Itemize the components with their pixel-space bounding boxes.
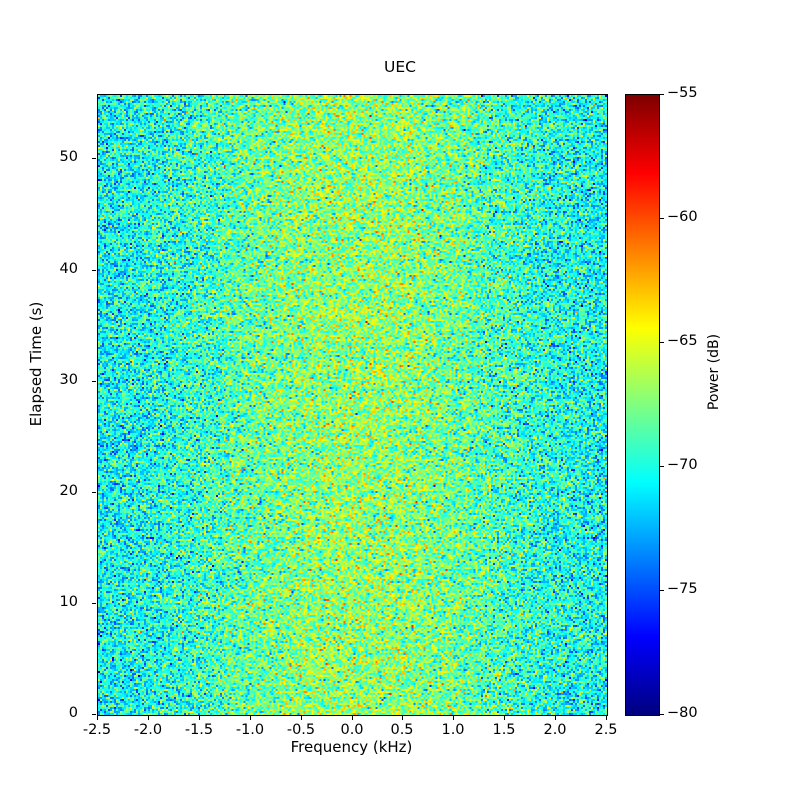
colorbar-tick-label: −55: [667, 85, 698, 101]
colorbar-tick: [660, 714, 664, 715]
x-tick-label: 0.0: [340, 722, 364, 738]
y-tick-label: 0: [68, 705, 78, 721]
y-axis-label: Elapsed Time (s): [27, 301, 45, 427]
colorbar-tick: [660, 466, 664, 467]
x-axis-label: Frequency (kHz): [290, 738, 413, 756]
spectrogram-image: [98, 95, 607, 715]
colorbar-tick: [660, 218, 664, 219]
y-tick-label: 10: [59, 594, 78, 610]
x-tick: [301, 716, 302, 720]
colorbar-gradient: [626, 95, 659, 715]
x-tick: [97, 716, 98, 720]
x-tick-label: -2.5: [82, 722, 112, 738]
x-tick: [606, 716, 607, 720]
colorbar-tick: [660, 94, 664, 95]
x-tick-label: 1.0: [441, 722, 465, 738]
y-tick-label: 30: [59, 372, 78, 388]
y-tick: [92, 492, 96, 493]
colorbar-tick-label: −75: [667, 581, 698, 597]
x-tick: [352, 716, 353, 720]
x-tick: [504, 716, 505, 720]
x-tick-label: -1.0: [235, 722, 265, 738]
y-tick: [92, 270, 96, 271]
x-tick-label: 0.5: [390, 722, 414, 738]
x-tick-label: -1.5: [184, 722, 214, 738]
x-tick: [199, 716, 200, 720]
y-tick: [92, 603, 96, 604]
y-tick-label: 40: [59, 261, 78, 277]
y-tick: [92, 714, 96, 715]
x-tick-label: 2.0: [543, 722, 567, 738]
x-tick: [453, 716, 454, 720]
y-tick-label: 50: [59, 149, 78, 165]
x-tick-label: 2.5: [594, 722, 618, 738]
x-tick-label: -2.0: [133, 722, 163, 738]
x-tick-label: -0.5: [286, 722, 316, 738]
y-tick: [92, 158, 96, 159]
x-tick-label: 1.5: [492, 722, 516, 738]
x-tick: [148, 716, 149, 720]
colorbar-tick-label: −60: [667, 209, 698, 225]
colorbar-tick-label: −80: [667, 705, 698, 721]
x-tick: [555, 716, 556, 720]
colorbar-tick-label: −65: [667, 333, 698, 349]
y-tick-label: 20: [59, 483, 78, 499]
colorbar-tick: [660, 342, 664, 343]
colorbar: [625, 94, 660, 716]
colorbar-label: Power (dB): [706, 333, 722, 411]
y-tick: [92, 381, 96, 382]
colorbar-tick: [660, 590, 664, 591]
colorbar-tick-label: −70: [667, 457, 698, 473]
spectrogram-plot-area: [97, 94, 608, 716]
x-tick: [250, 716, 251, 720]
x-tick: [402, 716, 403, 720]
title-station: UEC: [384, 58, 416, 76]
